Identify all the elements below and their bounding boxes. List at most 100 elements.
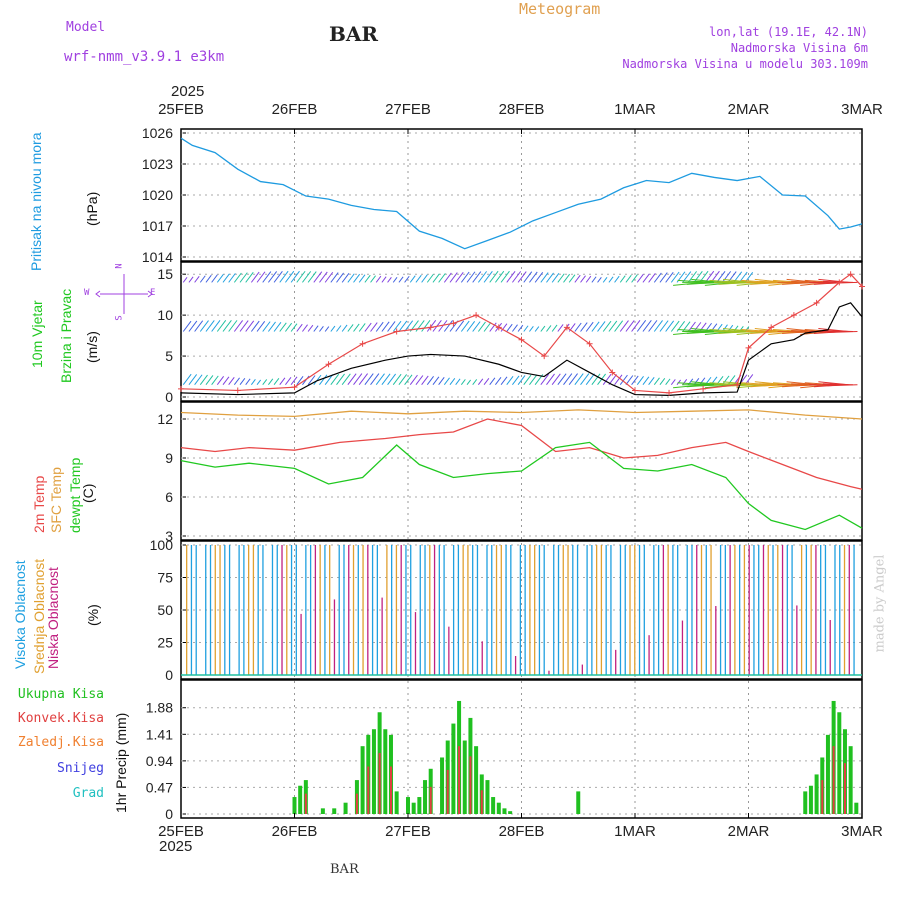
temperature-ytick-label: 3 <box>165 528 173 544</box>
wind-arrow-icon <box>285 270 295 283</box>
wind-arrow-icon <box>404 320 414 332</box>
wind-arrow-icon <box>659 378 666 386</box>
wind-arrow-icon <box>608 276 614 283</box>
wind-arrow-icon <box>188 276 194 283</box>
wind-arrow-icon <box>188 320 198 332</box>
coords-label: lon,lat (19.1E, 42.1N) <box>709 25 868 39</box>
wind-arrow-icon <box>574 373 584 386</box>
conv-precip-bar <box>458 746 461 814</box>
wind-arrow-icon <box>517 271 527 283</box>
wind-arrow-icon <box>591 276 597 283</box>
x-tick-label-bottom: 27FEB <box>385 823 431 840</box>
pressure-ytick-label: 1023 <box>142 156 173 172</box>
conv-precip-bar <box>469 756 472 814</box>
gust-marker <box>563 324 570 331</box>
wind-arrow-icon <box>199 320 209 332</box>
wind-arrow-icon <box>409 374 418 386</box>
wind-arrow-icon <box>670 379 676 386</box>
wind-arrow-icon <box>341 273 350 283</box>
wind-arrow-icon <box>358 274 366 283</box>
wind-arrow-icon <box>228 376 235 386</box>
wind-arrow-icon <box>307 375 316 386</box>
wind-arrow-icon <box>296 270 306 283</box>
precip-bar <box>417 797 422 814</box>
wind-arrow-icon <box>506 376 514 386</box>
wind-arrow-icon <box>659 272 668 283</box>
wind-arrow-icon <box>483 322 492 332</box>
gust-marker <box>393 328 400 335</box>
wind-arrow-icon <box>239 377 246 386</box>
wind-arrow-icon <box>409 275 416 283</box>
wind-arrow-icon <box>648 273 656 283</box>
wind-arrow-icon <box>540 373 550 386</box>
precip-bar <box>343 802 348 814</box>
wind-arrow-icon <box>557 373 567 386</box>
snow-label: Snijeg <box>57 761 104 776</box>
wind-arrow-icon <box>364 373 374 386</box>
wind-arrow-icon <box>358 323 366 332</box>
wind-arrow-icon <box>500 270 510 283</box>
wind-arrow-icon <box>415 274 422 283</box>
wind-arrow-icon <box>540 325 546 332</box>
precip-bar <box>576 791 581 814</box>
wind-arrow-icon <box>250 271 260 283</box>
wind-arrow-icon <box>472 321 481 332</box>
hail-label: Grad <box>72 786 104 801</box>
wind-arrow-icon <box>608 320 618 332</box>
wind-arrow-icon <box>285 376 292 386</box>
precip-bar <box>371 729 376 814</box>
wind-arrow-icon <box>324 326 330 332</box>
wind-arrow-icon <box>614 320 624 332</box>
wind-arrow-icon <box>602 320 612 332</box>
wind-arrow-icon <box>330 272 339 283</box>
x-tick-label-bottom: 3MAR <box>841 823 883 840</box>
wind-arrow-icon <box>279 270 289 283</box>
wind-arrow-icon <box>267 271 278 283</box>
wind-arrow-icon <box>602 373 612 386</box>
precip-bar <box>854 802 859 814</box>
precip-ytick-label: 0.47 <box>146 779 173 795</box>
wind-arrow-icon <box>568 373 578 386</box>
wind-arrow-icon <box>245 320 255 332</box>
x-tick-label-bottom: 26FEB <box>272 823 318 840</box>
wind-arrow-icon <box>341 324 348 332</box>
wind-arrow-icon <box>523 374 532 386</box>
gust-marker <box>359 340 366 347</box>
wind-arrow-icon <box>517 324 524 332</box>
wind-arrow-icon <box>512 375 520 386</box>
pressure-ytick-label: 1026 <box>142 125 173 141</box>
gust-marker <box>813 299 820 306</box>
compass-e-label: E <box>150 288 156 298</box>
wind-arrow-icon <box>455 378 461 386</box>
conv-precip-bar <box>355 793 358 814</box>
wind-arrow-icon <box>591 321 600 332</box>
compass-w-label: W <box>84 288 90 298</box>
wind-arrow-icon <box>262 321 271 332</box>
wind-arrow-icon <box>205 274 212 283</box>
gust-marker <box>859 283 865 290</box>
wind-ytick-label: 10 <box>157 307 173 323</box>
pressure-ytick-label: 1020 <box>142 187 173 203</box>
wind-arrow-icon <box>580 275 586 283</box>
wind-arrow-icon <box>580 322 588 332</box>
precip-bar <box>803 791 808 814</box>
wind-arrow-icon <box>568 274 576 283</box>
wind-arrow-icon <box>619 275 626 283</box>
gust-marker <box>666 389 673 396</box>
wind-arrow-icon <box>460 271 470 283</box>
conv-precip-bar <box>378 752 381 814</box>
gust-marker <box>325 361 332 368</box>
wind-arrow-icon <box>421 320 431 332</box>
wind-arrow-icon <box>827 384 858 387</box>
wind-arrow-icon <box>307 324 314 332</box>
wind-arrow-icon <box>222 273 230 283</box>
wind-arrow-icon <box>540 272 549 283</box>
wind-arrow-icon <box>500 323 508 332</box>
wind-arrow-icon <box>653 377 660 386</box>
wind-arrow-icon <box>392 373 402 386</box>
precip-bar <box>423 780 428 814</box>
wind-arrow-icon <box>285 322 293 332</box>
wind-arrow-icon <box>443 272 452 283</box>
wind-arrow-icon <box>483 377 490 386</box>
wind-arrow-icon <box>460 320 470 332</box>
